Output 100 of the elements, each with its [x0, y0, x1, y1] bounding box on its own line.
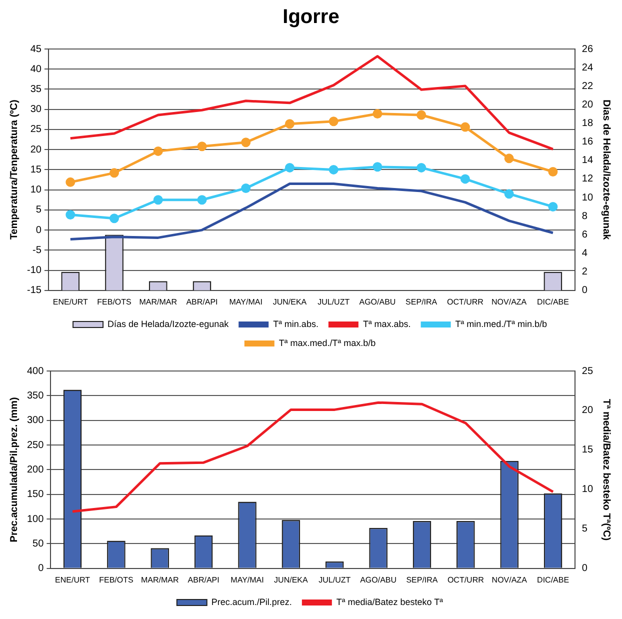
point [372, 162, 382, 172]
y-tick-label: 200 [26, 464, 44, 476]
y2-tick-label: 5 [582, 524, 588, 535]
y-tick-label: 400 [26, 366, 44, 377]
x-tick-label: MAY/MAI [229, 297, 262, 306]
y2-tick-label: 24 [582, 62, 594, 74]
y-tick-label: 45 [30, 44, 42, 55]
y2-tick-label: 25 [582, 366, 594, 377]
y2-tick-label: 12 [582, 174, 594, 185]
x-tick-label: MAY/MAI [230, 575, 264, 584]
y2-tick-label: 22 [582, 80, 594, 92]
y-tick-label: 50 [32, 538, 44, 550]
y-tick-label: -5 [32, 244, 42, 256]
y2-tick-label: 14 [582, 155, 594, 166]
point [460, 174, 470, 184]
point [241, 183, 251, 193]
point [328, 116, 338, 126]
point [416, 110, 426, 120]
y-tick-label: 0 [38, 563, 44, 574]
point [284, 162, 294, 172]
x-tick-label: FEB/OTS [97, 297, 132, 306]
y2-tick-label: 18 [582, 118, 594, 130]
point [504, 154, 514, 164]
x-tick-label: OCT/URR [446, 297, 484, 306]
legend-label: Tª min.abs. [273, 318, 318, 329]
point [416, 162, 426, 172]
point [460, 122, 470, 132]
point [110, 214, 120, 224]
y-axis-title: Prec.acumulada/Pil.prez. (mm) [8, 397, 20, 542]
point [66, 177, 76, 187]
y-tick-label: 100 [26, 514, 44, 525]
x-tick-label: AGO/ABU [360, 575, 397, 584]
point [110, 168, 120, 178]
x-tick-label: JUN/EKA [274, 575, 308, 584]
legend-label: Tª max.abs. [362, 318, 411, 329]
x-tick-label: ENE/URT [52, 297, 88, 306]
x-tick-label: OCT/URR [447, 575, 484, 584]
x-tick-label: JUL/UZT [318, 575, 351, 584]
y-tick-label: 35 [30, 84, 42, 95]
point [241, 138, 251, 148]
y-tick-label: 250 [26, 440, 44, 451]
y2-tick-label: 26 [582, 44, 594, 55]
y2-tick-label: 6 [582, 229, 588, 240]
y2-tick-label: 8 [582, 210, 588, 222]
legend-label: Tª max.med./Tª max.b/b [278, 338, 376, 348]
y-tick-label: 10 [30, 184, 42, 196]
point [153, 146, 163, 156]
legend-label: Tª min.med./Tª min.b/b [455, 318, 547, 329]
y2-axis-title: Días de Helada/Izozte-egunak [600, 100, 612, 240]
x-tick-label: AGO/ABU [359, 297, 396, 306]
y-tick-label: -15 [27, 285, 42, 296]
y-tick-label: 30 [30, 104, 42, 116]
y-tick-label: 350 [26, 390, 44, 402]
x-tick-label: MAR/MAR [139, 297, 178, 306]
point [548, 202, 558, 212]
y-tick-label: 5 [36, 204, 42, 216]
y2-tick-label: 0 [582, 563, 588, 574]
y2-tick-label: 4 [582, 248, 588, 260]
y2-tick-label: 10 [582, 192, 594, 204]
x-tick-label: NOV/AZA [492, 575, 528, 584]
chart-title: Igorre [282, 6, 340, 29]
point [197, 195, 207, 205]
point [197, 142, 207, 152]
y2-tick-label: 20 [582, 99, 594, 110]
y-tick-label: 150 [26, 489, 44, 500]
x-tick-label: FEB/OTS [99, 575, 134, 584]
x-tick-label: NOV/AZA [492, 297, 528, 306]
y-tick-label: -10 [27, 265, 42, 276]
y-tick-label: 0 [36, 224, 42, 236]
legend-label: Días de Helada/Izozte-egunak [108, 318, 230, 329]
y2-tick-label: 15 [582, 444, 594, 456]
point [372, 109, 382, 119]
y-tick-label: 40 [30, 64, 42, 75]
point [66, 210, 76, 220]
x-tick-label: SEP/IRA [406, 297, 438, 306]
x-tick-label: ABR/API [186, 297, 218, 306]
legend-label: Prec.acum./Pil.prez. [211, 596, 292, 607]
x-tick-label: SEP/IRA [406, 575, 438, 584]
x-tick-label: MAR/MAR [141, 575, 179, 584]
point [548, 166, 558, 176]
point [328, 164, 338, 174]
y2-tick-label: 2 [582, 266, 588, 278]
point [504, 189, 514, 199]
y-tick-label: 25 [30, 124, 42, 136]
x-tick-label: JUN/EKA [272, 297, 308, 306]
y-tick-label: 300 [26, 415, 44, 426]
y2-tick-label: 16 [582, 136, 594, 148]
x-tick-label: DIC/ABE [537, 575, 570, 584]
x-tick-label: JUL/UZT [318, 297, 350, 306]
y2-tick-label: 20 [582, 405, 594, 416]
x-tick-label: ENE/URT [55, 575, 90, 584]
y-axis-title: Temperatura/Tenperatura (ºC) [8, 100, 20, 240]
x-tick-label: ABR/API [188, 575, 220, 584]
y2-tick-label: 10 [582, 484, 594, 496]
point [153, 195, 163, 205]
y-tick-label: 20 [30, 144, 42, 156]
x-tick-label: DIC/ABE [536, 297, 569, 306]
legend-label: Tª media/Batez besteko Tª [336, 596, 444, 607]
point [284, 119, 294, 129]
y2-tick-label: 0 [582, 285, 588, 296]
